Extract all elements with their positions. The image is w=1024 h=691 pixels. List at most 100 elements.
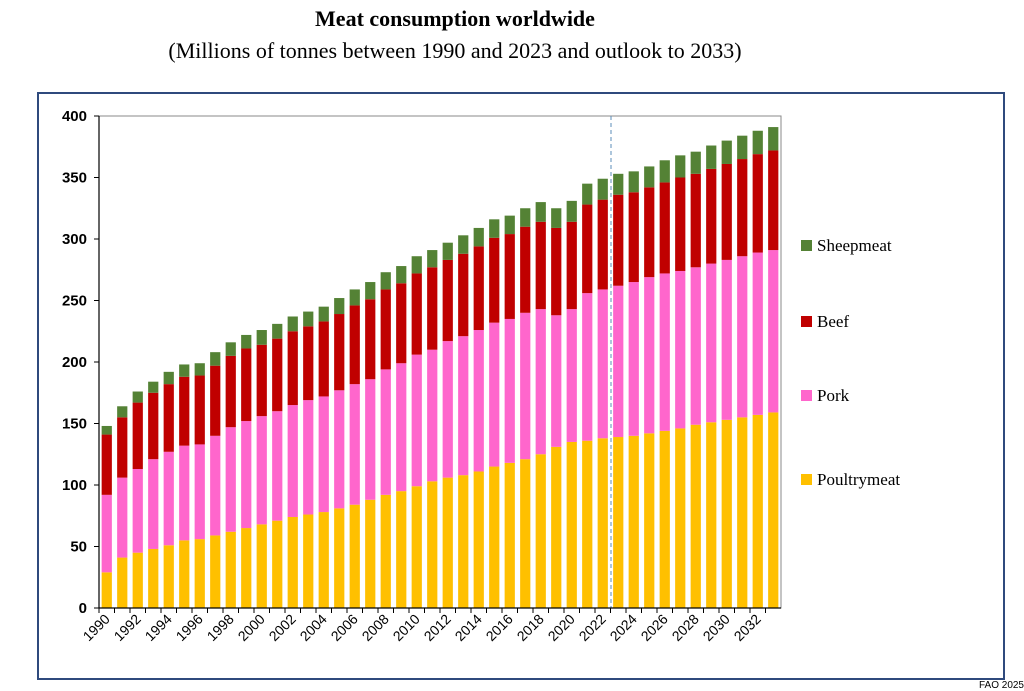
x-tick-label: 2004 <box>297 611 330 644</box>
bar-segment-beef-2026 <box>659 182 670 274</box>
bar-segment-pork-1996 <box>194 444 205 540</box>
bar-segment-beef-1998 <box>225 355 236 428</box>
bar-segment-sheepmeat-2007 <box>365 282 376 300</box>
bar-segment-sheepmeat-1999 <box>241 334 252 349</box>
bar-segment-beef-2004 <box>318 321 329 397</box>
chart-subtitle: (Millions of tonnes between 1990 and 202… <box>168 38 742 63</box>
bar-segment-beef-1994 <box>163 384 174 452</box>
bar-segment-pork-2005 <box>334 390 345 509</box>
bar-segment-sheepmeat-2027 <box>675 155 686 178</box>
bar-segment-pork-1994 <box>163 451 174 546</box>
bar-segment-pork-1993 <box>148 459 159 549</box>
bar-segment-pork-2001 <box>272 411 283 521</box>
bar-segment-beef-1991 <box>117 417 128 478</box>
bar-segment-poultrymeat-1995 <box>179 540 190 608</box>
bar-segment-sheepmeat-2018 <box>535 202 546 222</box>
bar-segment-sheepmeat-2024 <box>628 171 639 193</box>
bar-segment-poultrymeat-2001 <box>272 520 283 608</box>
bar-segment-pork-2012 <box>442 341 453 478</box>
bar-segment-poultrymeat-2024 <box>628 435 639 608</box>
bar-segment-poultrymeat-2031 <box>737 417 748 608</box>
bar-segment-beef-2019 <box>551 227 562 316</box>
bar-segment-poultrymeat-2014 <box>473 471 484 608</box>
legend-label-poultrymeat: Poultrymeat <box>817 470 900 489</box>
bar-segment-poultrymeat-2004 <box>318 512 329 608</box>
bar-segment-poultrymeat-2011 <box>427 481 438 608</box>
bar-segment-beef-2010 <box>411 273 422 355</box>
x-tick-label: 2012 <box>421 611 454 644</box>
bar-segment-sheepmeat-2028 <box>690 151 701 174</box>
bar-segment-beef-2020 <box>566 221 577 310</box>
y-axis: 0 50 100 150 200 250 300 350 400 <box>62 108 782 617</box>
x-tick-label: 2030 <box>700 611 733 644</box>
legend-label-beef: Beef <box>817 312 849 331</box>
bar-segment-pork-2028 <box>690 267 701 425</box>
bar-segment-sheepmeat-2001 <box>272 323 283 339</box>
bar-segment-sheepmeat-2000 <box>256 330 267 345</box>
bar-segment-sheepmeat-2017 <box>520 208 531 227</box>
bar-segment-poultrymeat-2016 <box>504 462 515 608</box>
bar-segment-sheepmeat-2010 <box>411 256 422 274</box>
bar-segment-pork-2029 <box>706 263 717 423</box>
bar-segment-pork-2021 <box>582 293 593 441</box>
bar-segment-beef-1997 <box>210 365 221 436</box>
bar-segment-poultrymeat-2019 <box>551 446 562 608</box>
x-tick-label: 1992 <box>111 611 144 644</box>
bar-segment-sheepmeat-1991 <box>117 406 128 418</box>
y-tick-label: 300 <box>62 231 87 248</box>
x-tick-label: 2006 <box>328 611 361 644</box>
source-footer: FAO 2025 <box>978 680 1024 691</box>
bar-segment-sheepmeat-2031 <box>737 135 748 160</box>
bar-segment-sheepmeat-2022 <box>597 178 608 200</box>
bar-segment-pork-1992 <box>132 469 143 553</box>
bar-segment-pork-2017 <box>520 312 531 460</box>
bar-segment-poultrymeat-2032 <box>752 414 763 608</box>
chart-frame <box>37 92 1005 680</box>
bar-segment-pork-2025 <box>644 277 655 434</box>
y-tick-label: 400 <box>62 108 87 125</box>
bar-segment-poultrymeat-2000 <box>256 524 267 608</box>
bar-segment-beef-2001 <box>272 338 283 412</box>
bar-segment-poultrymeat-2033 <box>768 412 779 608</box>
bar-segment-poultrymeat-1996 <box>194 539 205 608</box>
bar-segment-beef-2017 <box>520 226 531 313</box>
x-tick-label: 2018 <box>514 611 547 644</box>
bar-segment-beef-2024 <box>628 192 639 283</box>
bar-segment-pork-2026 <box>659 273 670 431</box>
bar-segment-beef-2028 <box>690 173 701 268</box>
bar-segment-sheepmeat-2032 <box>752 130 763 155</box>
bar-segment-pork-2015 <box>489 322 500 467</box>
bar-segment-sheepmeat-1998 <box>225 342 236 356</box>
bar-segment-poultrymeat-2028 <box>690 424 701 608</box>
bar-segment-sheepmeat-1992 <box>132 391 143 403</box>
bar-segment-beef-1999 <box>241 348 252 422</box>
bar-segment-beef-2027 <box>675 177 686 271</box>
bar-segment-sheepmeat-2009 <box>396 266 407 284</box>
x-tick-label: 2010 <box>390 611 423 644</box>
bar-segment-sheepmeat-1995 <box>179 364 190 377</box>
bar-segment-pork-1991 <box>117 477 128 558</box>
bar-segment-pork-2033 <box>768 250 779 413</box>
bar-segment-poultrymeat-2009 <box>396 491 407 608</box>
bar-segment-sheepmeat-2008 <box>380 272 391 290</box>
bar-segment-sheepmeat-2033 <box>768 127 779 151</box>
bar-segment-poultrymeat-2010 <box>411 486 422 608</box>
bar-segment-sheepmeat-2014 <box>473 227 484 247</box>
bar-segment-beef-2029 <box>706 168 717 264</box>
legend-swatch-pork <box>801 390 812 401</box>
bar-segment-sheepmeat-2021 <box>582 183 593 205</box>
bar-segment-poultrymeat-2013 <box>458 475 469 608</box>
x-tick-label: 2026 <box>638 611 671 644</box>
bar-segment-beef-2015 <box>489 237 500 323</box>
bar-segment-beef-2008 <box>380 289 391 370</box>
bar-segment-poultrymeat-1991 <box>117 557 128 608</box>
bar-segment-pork-2010 <box>411 354 422 487</box>
x-tick-label: 2016 <box>483 611 516 644</box>
y-tick-label: 350 <box>62 170 87 187</box>
bar-segment-pork-2014 <box>473 330 484 472</box>
bar-segment-beef-2000 <box>256 344 267 417</box>
bar-segment-beef-2011 <box>427 267 438 350</box>
bar-segment-pork-2003 <box>303 400 314 515</box>
bar-segment-beef-2031 <box>737 159 748 257</box>
